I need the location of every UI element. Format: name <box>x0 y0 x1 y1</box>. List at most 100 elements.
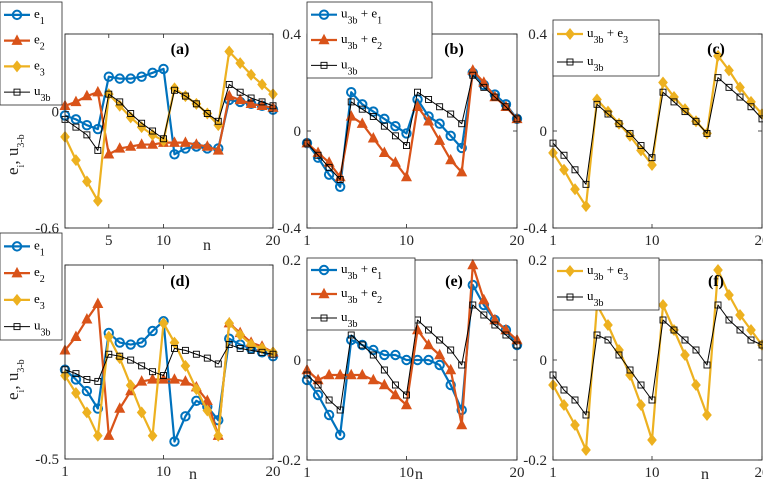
point-b-e2-9 <box>389 156 401 167</box>
point-d-u3b-15 <box>214 360 222 368</box>
point-c-e3-17 <box>724 64 734 77</box>
point-c-u3b-10 <box>648 154 656 162</box>
point-d-e3-13 <box>191 383 202 396</box>
point-e-u3b-13 <box>436 336 444 344</box>
point-c-u3b-2 <box>560 151 568 159</box>
point-c-e3-10 <box>647 158 657 171</box>
xtick-label-c-10: 10 <box>645 233 660 249</box>
point-d-e1-6 <box>114 337 125 348</box>
legend-label-f-u3b-main: u <box>587 288 594 303</box>
legend-marker-e-e1 <box>318 264 330 276</box>
point-e-u3b-9 <box>391 381 399 389</box>
point-c-u3b-17 <box>725 83 733 91</box>
series-line-a-u3b <box>64 83 274 151</box>
point-b-e2-7 <box>367 132 379 143</box>
legend-marker-a-e3 <box>12 60 22 73</box>
legend-label-a-e2-sub: 2 <box>40 41 45 52</box>
point-b-e2-13 <box>434 134 446 145</box>
panel-label-f: (f) <box>708 273 724 290</box>
point-b-e2-14 <box>445 153 457 165</box>
series-line-d-e1 <box>64 320 274 443</box>
point-d-e3-15 <box>213 429 224 442</box>
point-b-u3b-7 <box>369 112 377 120</box>
point-f-u3b-10 <box>648 396 656 404</box>
legend-marker-d-e2 <box>11 266 23 278</box>
legend-label-d-u3b-main: u <box>34 318 41 333</box>
point-d-u3b-19 <box>258 348 266 356</box>
point-a-e2-15 <box>212 144 224 155</box>
legend-label-a-e3: e3 <box>34 57 45 78</box>
point-f-e3-2 <box>559 399 569 411</box>
legend-label-d-e3-sub: 3 <box>40 300 45 311</box>
series-line-e-u3b <box>306 304 518 411</box>
legend-label-a-e2-main: e <box>34 32 40 47</box>
point-b-u3b-12 <box>425 96 433 103</box>
point-d-e3-3 <box>82 406 92 419</box>
xtick-label-f-1: 1 <box>549 465 557 481</box>
point-c-u3b-12 <box>670 98 678 106</box>
series-line-f-e3 <box>552 268 763 452</box>
point-b-e2-19 <box>500 100 512 111</box>
point-a-e3-18 <box>246 68 256 81</box>
point-c-e3-2 <box>559 163 569 176</box>
y-axis-label-text-a-main: , u <box>3 147 22 165</box>
point-a-e2-18 <box>245 97 257 109</box>
legend-label-b-u3b-main: u <box>341 56 348 71</box>
legend-label-f-u3b: u3b <box>587 288 604 309</box>
legend-label-b-e2-sub: 2 <box>377 41 382 52</box>
legend-label-a-u3b-sub: 3b <box>41 93 51 104</box>
xtick-label-b-1: 1 <box>303 233 311 249</box>
y-axis-label-text-d-main: , u <box>3 372 22 390</box>
legend-label-f-e3-main: + e <box>604 262 624 277</box>
point-e-e1-7 <box>368 344 379 356</box>
legend-label-c-u3b-main: u <box>587 53 594 68</box>
ytick-label-b-0: -0.4 <box>277 221 301 237</box>
ytick-label-f-1: 0 <box>540 353 548 369</box>
point-b-e1-6 <box>357 99 368 110</box>
point-a-e2-12 <box>179 136 191 147</box>
point-e-e2-15 <box>456 418 468 430</box>
point-a-e1-2 <box>70 114 82 125</box>
point-d-e3-9 <box>147 429 158 442</box>
point-f-u3b-8 <box>626 366 634 374</box>
point-e-e2-4 <box>334 368 346 380</box>
point-a-e1-10 <box>158 63 169 75</box>
point-e-u3b-12 <box>425 326 433 334</box>
point-a-u3b-8 <box>138 119 146 127</box>
point-b-u3b-5 <box>347 98 355 106</box>
xtick-label-a-5: 5 <box>105 233 113 249</box>
point-c-u3b-15 <box>703 129 711 137</box>
point-b-e2-8 <box>378 146 390 158</box>
xtick-label-f-20: 20 <box>755 465 763 481</box>
point-d-e3-8 <box>136 406 147 419</box>
point-e-e1-4 <box>334 429 346 441</box>
axes-frame-a <box>64 33 274 229</box>
point-a-u3b-4 <box>94 146 102 154</box>
point-e-e1-13 <box>434 359 445 371</box>
legend-label-d-u3b: u3b <box>34 318 51 339</box>
legend-label-b-e2-main: + e <box>358 31 378 46</box>
panel-label-c: (c) <box>707 41 725 58</box>
point-d-e3-4 <box>92 429 103 442</box>
point-e-e1-8 <box>379 349 390 361</box>
point-a-e2-17 <box>234 93 246 105</box>
point-a-e3-17 <box>235 57 246 70</box>
y-axis-label-text-a-sub: 3-b <box>16 134 27 147</box>
point-f-e3-9 <box>636 399 646 411</box>
point-c-e3-11 <box>658 76 668 89</box>
point-a-e3-19 <box>257 78 267 91</box>
x-axis-label-d: n <box>189 466 197 483</box>
legend-label-c-e3-sub: 3 <box>623 35 628 46</box>
series-line-f-u3b <box>552 304 763 416</box>
legend-marker-a-u3b <box>13 88 21 96</box>
point-e-e1-2 <box>312 389 324 401</box>
point-a-e2-13 <box>190 138 202 149</box>
point-b-e2-15 <box>456 165 468 177</box>
legend-label-e-u3b: u3b <box>341 309 358 330</box>
point-f-u3b-13 <box>681 336 689 344</box>
point-c-u3b-8 <box>626 129 634 137</box>
legend-label-f-e3-sub: 3b <box>594 272 604 283</box>
point-d-e2-12 <box>179 375 191 386</box>
legend-label-f-e3-main: u <box>587 262 594 277</box>
